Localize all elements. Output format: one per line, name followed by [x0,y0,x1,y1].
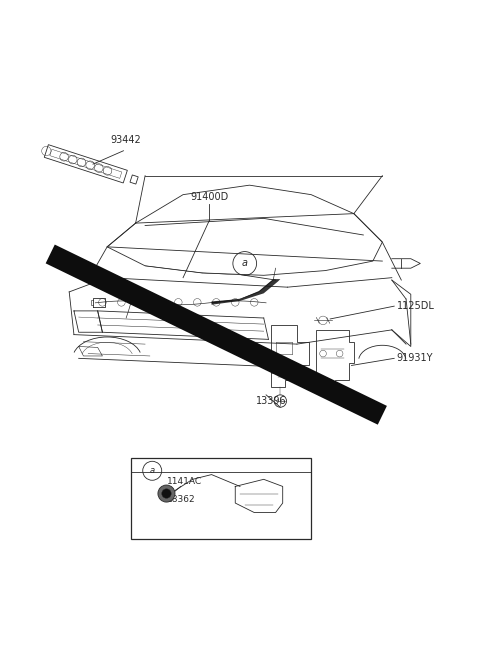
Text: 91400D: 91400D [190,192,228,202]
Bar [131,458,311,538]
Circle shape [162,489,171,498]
Text: 1141AC: 1141AC [167,477,202,487]
Text: 18362: 18362 [167,495,195,504]
Text: a: a [150,466,155,476]
Text: 1125DL: 1125DL [396,301,434,311]
Text: 93442: 93442 [111,135,142,145]
Text: a: a [242,259,248,269]
Polygon shape [46,244,387,424]
Text: 91931Y: 91931Y [396,353,433,364]
Text: 13396: 13396 [255,396,286,406]
Circle shape [158,485,175,502]
Polygon shape [212,279,280,305]
